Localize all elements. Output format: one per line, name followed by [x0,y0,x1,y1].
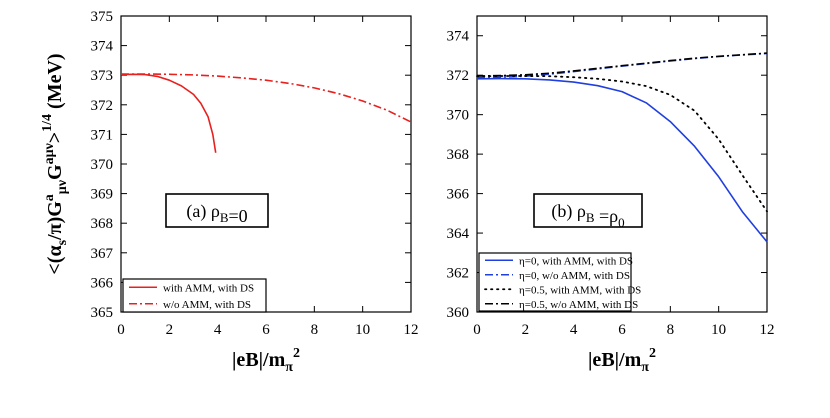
legend-label-0: η=0, with AMM, with DS [519,255,633,267]
legend-label-2: η=0.5, with AMM, with DS [519,284,641,296]
legend-label-1: w/o AMM, with DS [163,299,251,311]
panel-b: 0 2 4 6 8 10 12 360 362 364 366 368 370 372 374 |eB|/mπ… [447,15,775,375]
x-tick-label: 6 [618,322,626,338]
x-tick-label: 12 [760,322,775,338]
y-tick-label: 372 [447,68,470,84]
annotation-label: (b) ρB =ρ0 [551,201,624,230]
y-tick-label: 366 [91,275,114,291]
legend-label-1: η=0, w/o AMM, with DS [519,270,630,282]
x-tick-label: 4 [214,322,222,338]
x-tick-label: 12 [404,322,419,338]
y-tick-label: 367 [91,246,114,262]
x-tick-label: 4 [570,322,578,338]
y-tick-label: 360 [447,305,470,321]
y-tick-label: 372 [91,98,114,114]
series-line-1 [121,73,412,123]
y-tick-label: 371 [91,127,114,143]
series-line-2 [476,75,768,213]
y-tick-label: 373 [91,68,114,84]
y-tick-label: 368 [447,147,470,163]
y-tick-label: 369 [91,187,114,203]
y-tick-label: 364 [447,226,470,242]
x-tick-label: 2 [522,322,530,338]
x-tick-label: 0 [117,322,125,338]
legend-box [122,278,267,313]
legend-label-0: with AMM, with DS [163,282,254,294]
x-tick-label: 10 [355,322,370,338]
y-tick-label: 374 [91,39,114,55]
x-axis-title: |eB|/mπ2 [588,346,656,375]
y-tick-label: 366 [447,187,470,203]
y-tick-label: 362 [447,266,470,282]
annotation-box [533,193,643,228]
y-tick-label: 375 [91,9,114,25]
x-tick-label: 8 [311,322,319,338]
x-tick-label: 2 [166,322,174,338]
panel-a: 0 2 4 6 8 10 12 365 366 367 368 369 370 371 372 373 374 3… [40,9,419,375]
annotation-box [165,193,269,228]
x-tick-label: 10 [711,322,726,338]
plot-frame [120,15,412,313]
y-tick-label: 370 [91,157,114,173]
series-line-0 [120,73,217,153]
y-tick-label: 368 [91,216,114,232]
x-tick-label: 6 [262,322,270,338]
annotation-label: (a) ρB=0 [186,201,247,226]
y-tick-label: 374 [447,29,470,45]
y-tick-label: 370 [447,108,470,124]
x-tick-label: 0 [473,322,481,338]
x-tick-label: 8 [667,322,675,338]
y-axis-title: <(αs/π)GaμνGaμν>1/4 (MeV) [40,53,70,274]
legend-label-3: η=0.5, w/o AMM, with DS [519,299,638,311]
legend-box [478,252,632,312]
y-tick-label: 365 [91,305,114,321]
series-line-0 [476,77,768,243]
x-axis-title: |eB|/mπ2 [232,346,300,375]
series-line-3 [476,52,768,77]
